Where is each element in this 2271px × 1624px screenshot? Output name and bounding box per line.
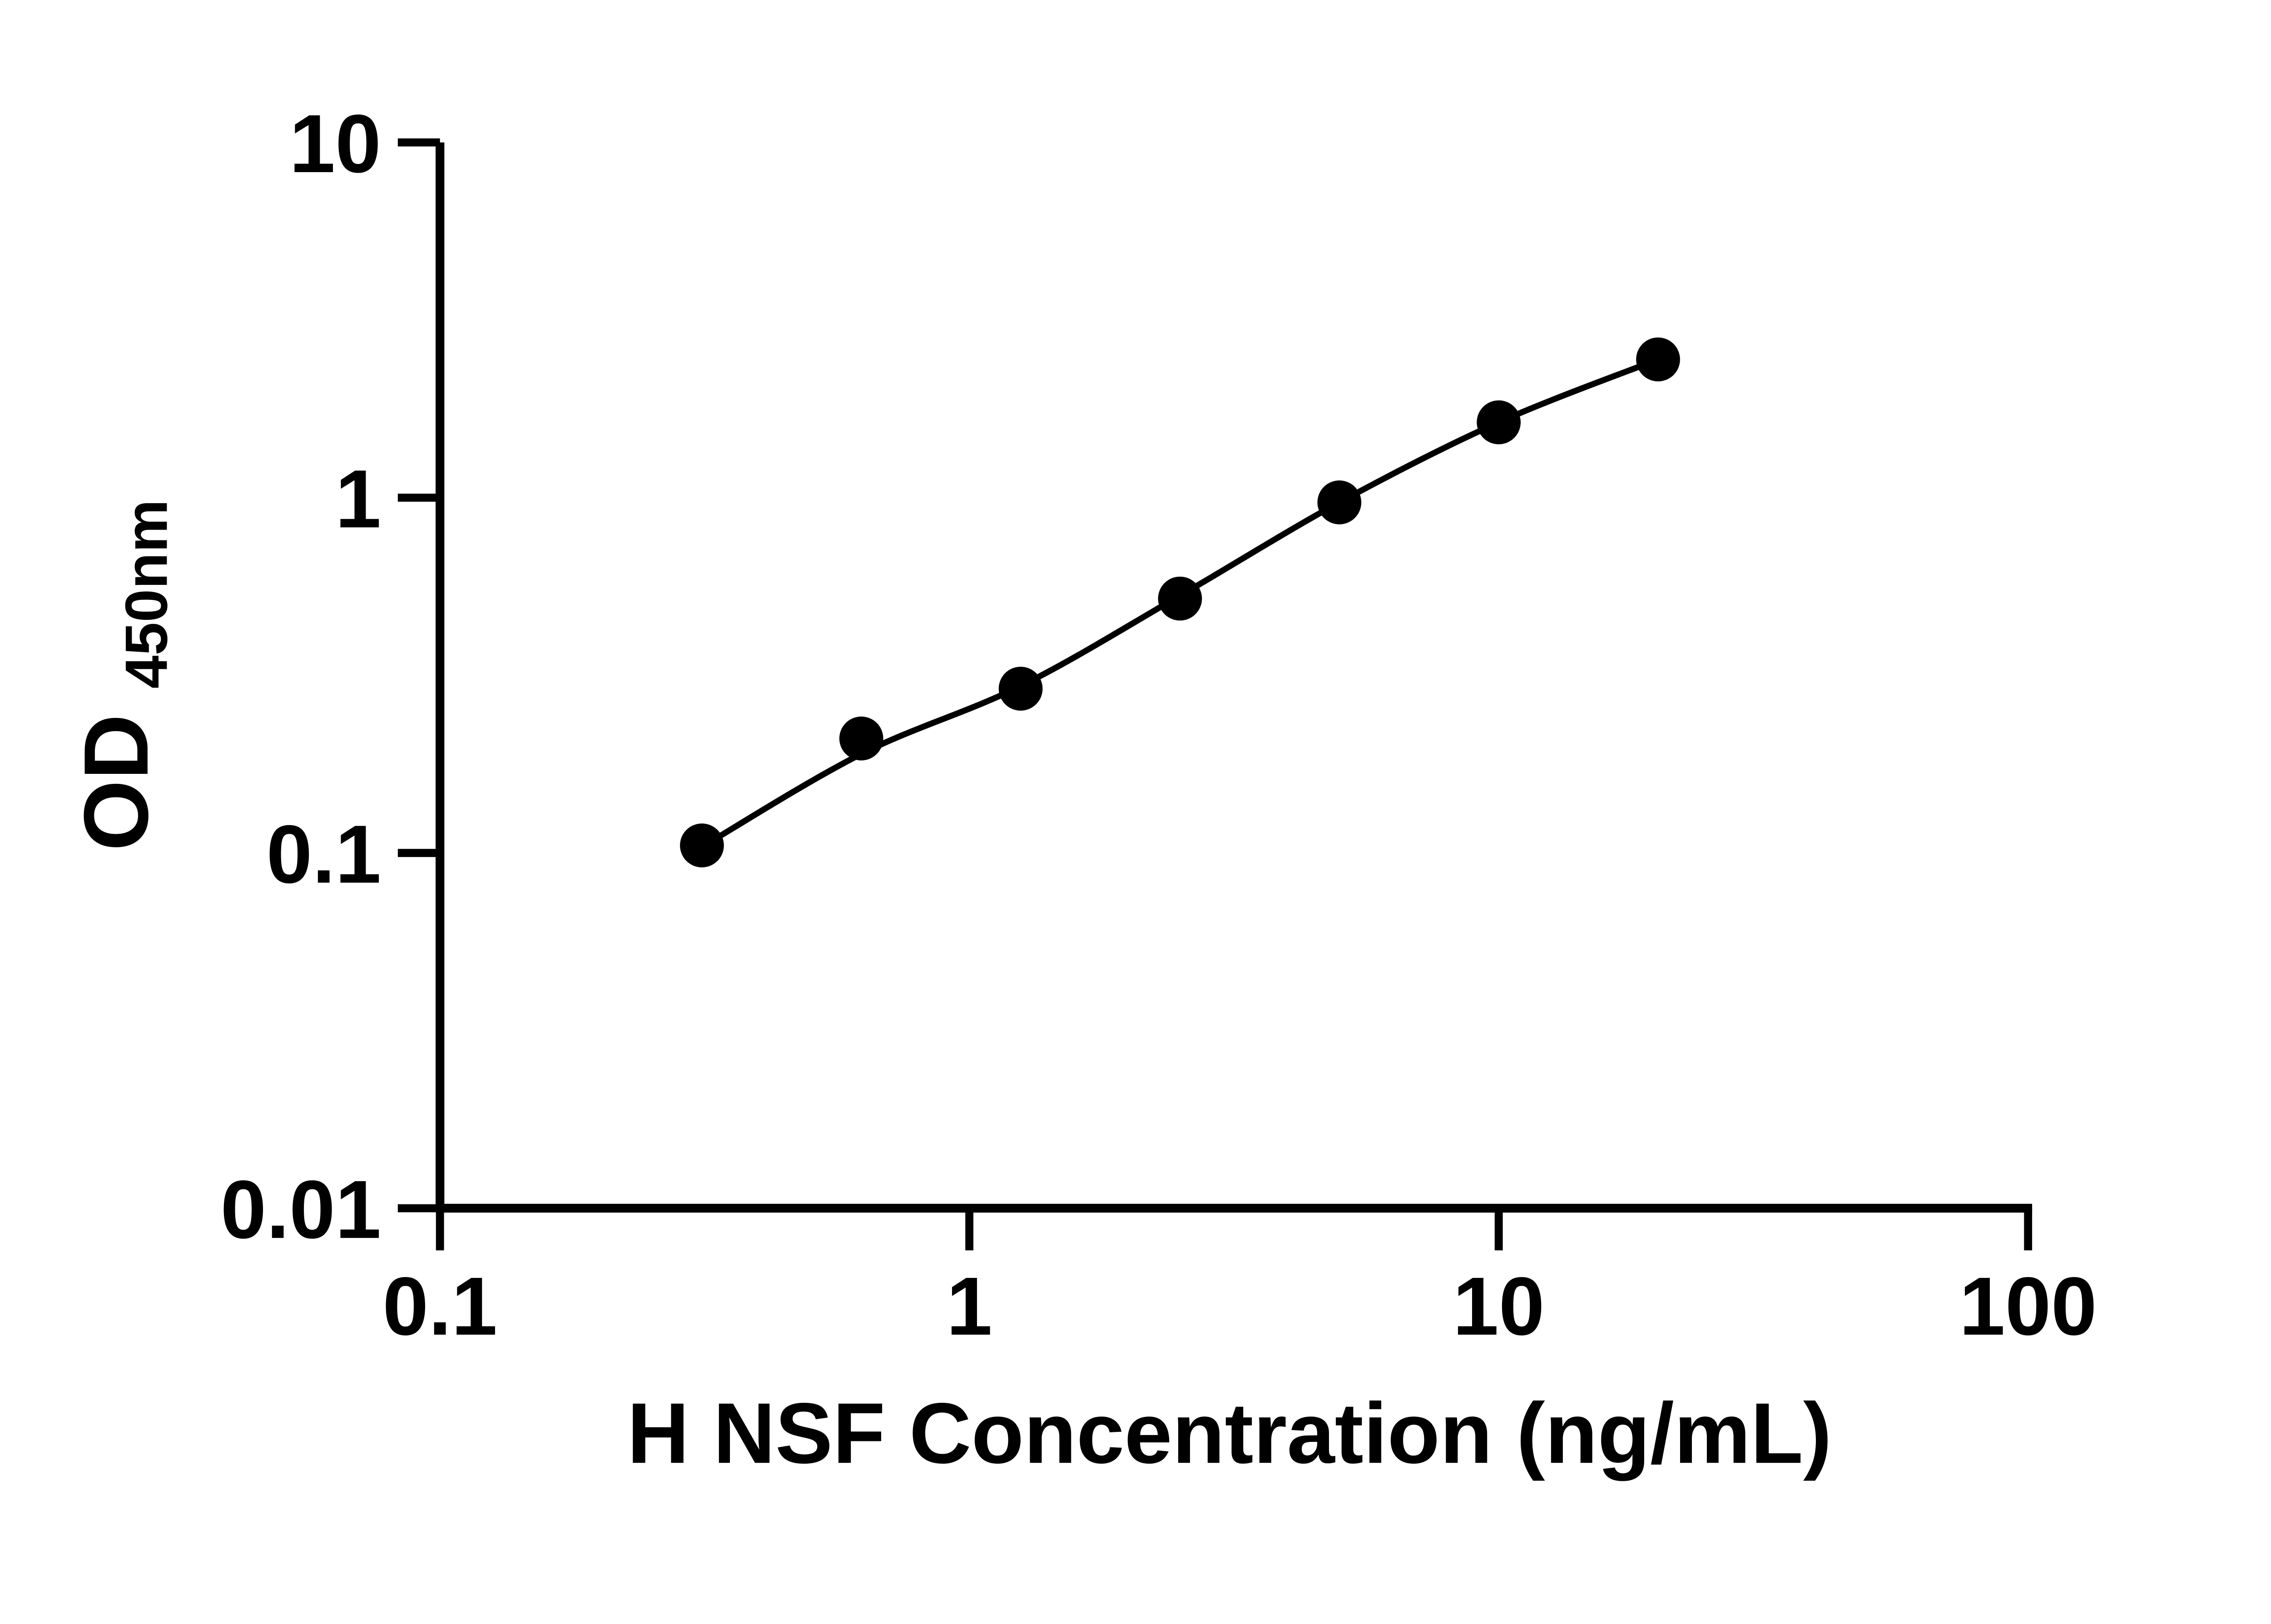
data-point-marker <box>1158 576 1202 621</box>
y-axis-tick-label: 1 <box>335 452 381 545</box>
x-axis-tick-label: 10 <box>1453 1260 1545 1352</box>
data-point-marker <box>680 823 724 867</box>
data-point-marker <box>839 716 883 761</box>
y-axis-title-subscript: 450nm <box>113 500 179 689</box>
data-point-marker <box>998 667 1043 711</box>
data-point-marker <box>1317 480 1362 525</box>
axis-frame <box>436 142 2033 1213</box>
elisa-standard-curve-figure: 0.01 0.1 1 10 0.1 1 10 100 H NSF Concentration … <box>64 97 2097 1482</box>
data-point-marker <box>1477 400 1521 445</box>
x-axis-tick-label: 100 <box>1959 1260 2097 1352</box>
data-point-marker <box>1636 337 1680 381</box>
y-axis-tick-label: 0.01 <box>220 1163 381 1256</box>
y-axis-tick-label: 0.1 <box>266 808 381 901</box>
x-axis-title: H NSF Concentration (ng/mL) <box>627 1385 1832 1481</box>
y-axis-title: OD 450nm <box>65 500 180 851</box>
y-axis-tick-label: 10 <box>289 97 381 190</box>
x-axis-tick-label: 0.1 <box>382 1260 497 1352</box>
x-axis-tick-label: 1 <box>947 1260 992 1352</box>
y-axis-title-main: OD <box>65 714 167 851</box>
